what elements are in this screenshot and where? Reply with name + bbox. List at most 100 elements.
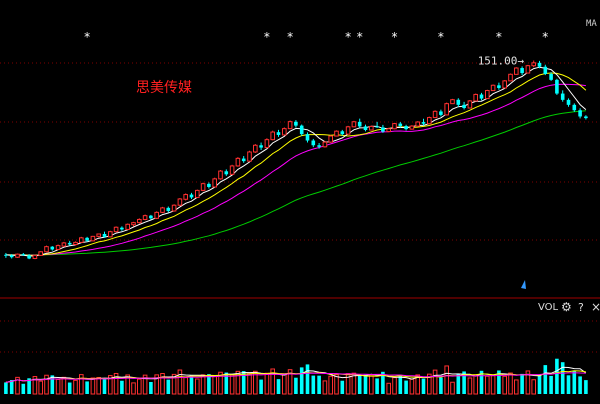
candle bbox=[322, 141, 328, 148]
candle bbox=[508, 73, 513, 82]
candle-body bbox=[224, 171, 229, 175]
candle bbox=[235, 157, 241, 167]
volume-bar bbox=[369, 374, 374, 395]
candle-body bbox=[415, 121, 420, 127]
candle-body bbox=[21, 254, 26, 256]
volume-bar bbox=[340, 380, 345, 394]
candle bbox=[32, 254, 38, 260]
candle bbox=[543, 64, 548, 76]
volume-bar bbox=[305, 364, 310, 394]
star-marker: * bbox=[542, 30, 548, 44]
candle bbox=[15, 253, 20, 258]
candle bbox=[584, 115, 588, 120]
candle-body bbox=[520, 68, 524, 74]
volume-bar bbox=[38, 380, 44, 395]
candle-body bbox=[79, 237, 84, 243]
candle bbox=[381, 124, 385, 133]
candle-body bbox=[253, 144, 258, 153]
volume-bar bbox=[363, 374, 368, 394]
volume-bar bbox=[4, 382, 8, 394]
candle bbox=[142, 214, 148, 221]
candle-body bbox=[502, 80, 507, 89]
volume-bar bbox=[317, 375, 321, 394]
volume-bar bbox=[171, 373, 177, 395]
candle-body bbox=[27, 255, 31, 259]
candle-body bbox=[363, 126, 368, 131]
volume-bar bbox=[282, 373, 287, 395]
volume-bar bbox=[149, 381, 153, 394]
volume-bar bbox=[113, 372, 119, 395]
candle-body bbox=[340, 131, 345, 135]
candle bbox=[27, 254, 31, 260]
volume-bar bbox=[195, 378, 200, 395]
candle-body bbox=[467, 100, 473, 109]
candle bbox=[154, 211, 159, 220]
candle bbox=[85, 236, 89, 242]
help-icon[interactable]: ? bbox=[578, 301, 584, 314]
candle bbox=[525, 64, 531, 74]
candle-body bbox=[154, 211, 159, 219]
moving-average-lines bbox=[5, 66, 587, 257]
candle bbox=[247, 150, 252, 162]
volume-bar bbox=[514, 379, 519, 395]
candle-body bbox=[543, 66, 548, 74]
candle bbox=[137, 218, 142, 224]
volume-bar bbox=[108, 375, 113, 395]
volume-bar bbox=[79, 374, 84, 395]
candle bbox=[229, 164, 235, 175]
grid-layer bbox=[0, 62, 600, 353]
candle bbox=[9, 254, 14, 259]
volume-bar bbox=[189, 374, 194, 394]
candle bbox=[149, 214, 153, 220]
volume-bar bbox=[531, 379, 537, 395]
gear-icon[interactable]: ⚙ bbox=[561, 300, 572, 314]
candle bbox=[67, 240, 72, 246]
star-marker: * bbox=[438, 30, 444, 44]
volume-bar bbox=[287, 369, 293, 395]
candle bbox=[369, 125, 374, 131]
candle-body bbox=[462, 104, 466, 109]
star-marker: * bbox=[496, 30, 502, 44]
volume-bar bbox=[502, 375, 507, 395]
candle bbox=[351, 120, 357, 128]
candle-body bbox=[456, 99, 461, 105]
close-icon[interactable]: × bbox=[591, 300, 600, 314]
volume-bar bbox=[270, 368, 275, 395]
candles bbox=[4, 60, 588, 260]
volume-bar bbox=[253, 370, 258, 395]
candle-body bbox=[404, 126, 408, 130]
volume-bar bbox=[27, 378, 31, 394]
volume-bar bbox=[555, 358, 559, 394]
volume-bar bbox=[409, 378, 415, 395]
volume-ma-line bbox=[5, 372, 586, 383]
volume-bar bbox=[131, 382, 136, 395]
candle-body bbox=[508, 73, 513, 82]
candle bbox=[490, 84, 496, 92]
volume-bar bbox=[160, 372, 165, 395]
candle bbox=[38, 251, 44, 256]
candle-body bbox=[432, 110, 438, 119]
volume-bar bbox=[467, 377, 473, 395]
candle bbox=[566, 98, 571, 107]
candle bbox=[555, 78, 559, 95]
volume-bar bbox=[351, 372, 357, 395]
candle bbox=[113, 226, 119, 233]
candle bbox=[218, 170, 223, 180]
candle bbox=[375, 121, 379, 128]
candle-body bbox=[322, 141, 328, 148]
volume-bar bbox=[439, 377, 443, 394]
candle-body bbox=[421, 122, 426, 124]
candle-body bbox=[386, 128, 391, 133]
volume-bar bbox=[566, 375, 571, 394]
candle-body bbox=[142, 215, 148, 220]
candle-body bbox=[171, 204, 177, 212]
volume-bar bbox=[207, 374, 211, 394]
candle bbox=[21, 252, 26, 256]
volume-bar bbox=[415, 374, 420, 395]
candle-body bbox=[398, 123, 403, 127]
candle bbox=[479, 92, 484, 101]
candle-body bbox=[108, 231, 113, 238]
ma-legend-label: MA bbox=[586, 19, 597, 29]
candle-body bbox=[149, 215, 153, 219]
